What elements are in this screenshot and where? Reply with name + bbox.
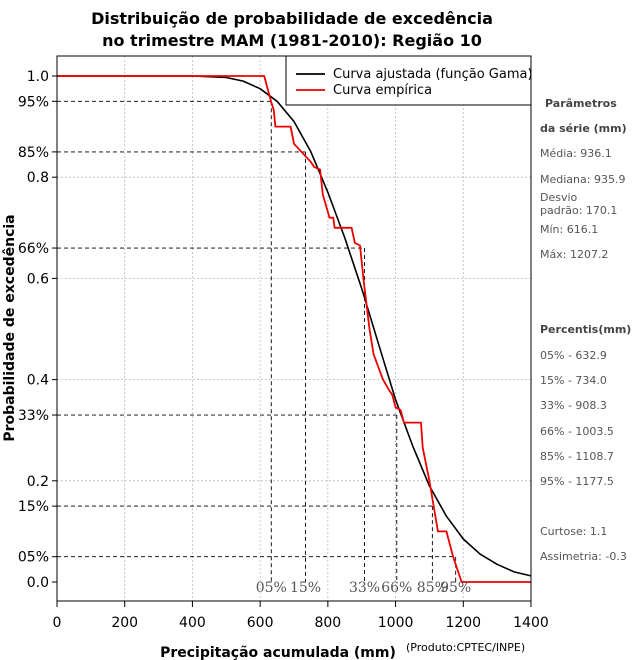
x-tick-label: 0	[53, 615, 62, 631]
percentile-x-label: 85%	[417, 580, 448, 596]
x-tick-label: 1000	[378, 615, 414, 631]
stats-desvio-line2: padrão: 170.1	[540, 204, 617, 217]
x-tick-label: 400	[179, 615, 206, 631]
legend: Curva ajustada (função Gama) Curva empír…	[285, 55, 533, 106]
stats-p33: 33% - 908.3	[540, 399, 607, 412]
legend-label-empirical: Curva empírica	[333, 83, 432, 98]
y-tick-label: 15%	[18, 499, 49, 515]
series-group	[57, 75, 532, 583]
stats-max: Máx: 1207.2	[540, 248, 608, 261]
stats-min: Mín: 616.1	[540, 223, 598, 236]
stats-assimetria: Assimetria: -0.3	[540, 550, 627, 563]
percentile-x-labels: 05% 15% 33% 66% 85%95%	[256, 580, 472, 596]
stats-params-title: Parâmetros	[545, 97, 617, 110]
stats-curtose: Curtose: 1.1	[540, 525, 607, 538]
empirical-curve-line	[57, 75, 531, 583]
x-tick-label: 1200	[445, 615, 481, 631]
percentile-x-label: 15%	[290, 580, 321, 596]
stats-params-subtitle: da série (mm)	[540, 122, 627, 135]
x-tick-label: 200	[111, 615, 138, 631]
grid	[57, 56, 531, 601]
y-tick-label: 1.0	[27, 69, 49, 85]
percentile-reference-lines	[57, 100, 457, 582]
x-axis-label: Precipitação acumulada (mm)	[160, 645, 396, 660]
stats-panel: Parâmetros da série (mm) Média: 936.1 Me…	[540, 97, 631, 563]
percentile-x-label: 66%	[381, 580, 412, 596]
x-tick-label: 600	[247, 615, 274, 631]
stats-desvio-line1: Desvio	[540, 191, 578, 204]
product-credit: (Produto:CPTEC/INPE)	[406, 641, 525, 654]
stats-p85: 85% - 1108.7	[540, 450, 614, 463]
stats-p95: 95% - 1177.5	[540, 475, 614, 488]
y-tick-label: 0.4	[27, 373, 49, 389]
y-tick-label: 05%	[18, 550, 49, 566]
stats-p15: 15% - 734.0	[540, 374, 607, 387]
y-tick-label: 33%	[18, 408, 49, 424]
y-tick-label: 66%	[18, 241, 49, 257]
y-tick-label: 0.8	[27, 170, 49, 186]
stats-percentis-title: Percentis(mm)	[540, 323, 631, 336]
plot-frame	[56, 55, 532, 602]
y-axis-label: Probabilidade de excedência	[2, 214, 18, 441]
stats-media: Média: 936.1	[540, 147, 612, 160]
y-tick-label: 85%	[18, 145, 49, 161]
legend-box	[285, 55, 532, 106]
y-tick-label: 95%	[18, 94, 49, 110]
y-tick-label: 0.6	[27, 271, 49, 287]
x-axis: 0 200 400 600 800 1000 1200 1400	[53, 601, 549, 631]
stats-p66: 66% - 1003.5	[540, 425, 614, 438]
x-tick-label: 1400	[513, 615, 549, 631]
legend-label-fitted: Curva ajustada (função Gama)	[333, 67, 533, 82]
chart-title-line1: Distribuição de probabilidade de excedên…	[91, 9, 493, 28]
stats-p05: 05% - 632.9	[540, 349, 607, 362]
y-axis: 1.0 95% 85% 0.8 66% 0.6 0.4 33% 0.2 15% 05% 0.0	[18, 69, 57, 591]
percentile-x-label: 33%	[349, 580, 380, 596]
chart-title-line2: no trimestre MAM (1981-2010): Região 10	[102, 31, 482, 50]
y-tick-label: 0.0	[27, 575, 49, 591]
stats-mediana: Mediana: 935.9	[540, 173, 625, 186]
y-tick-label: 0.2	[27, 474, 49, 490]
x-tick-label: 800	[314, 615, 341, 631]
percentile-x-label: 95%	[440, 580, 471, 596]
fitted-curve-line	[57, 75, 532, 577]
percentile-x-label: 05%	[256, 580, 287, 596]
